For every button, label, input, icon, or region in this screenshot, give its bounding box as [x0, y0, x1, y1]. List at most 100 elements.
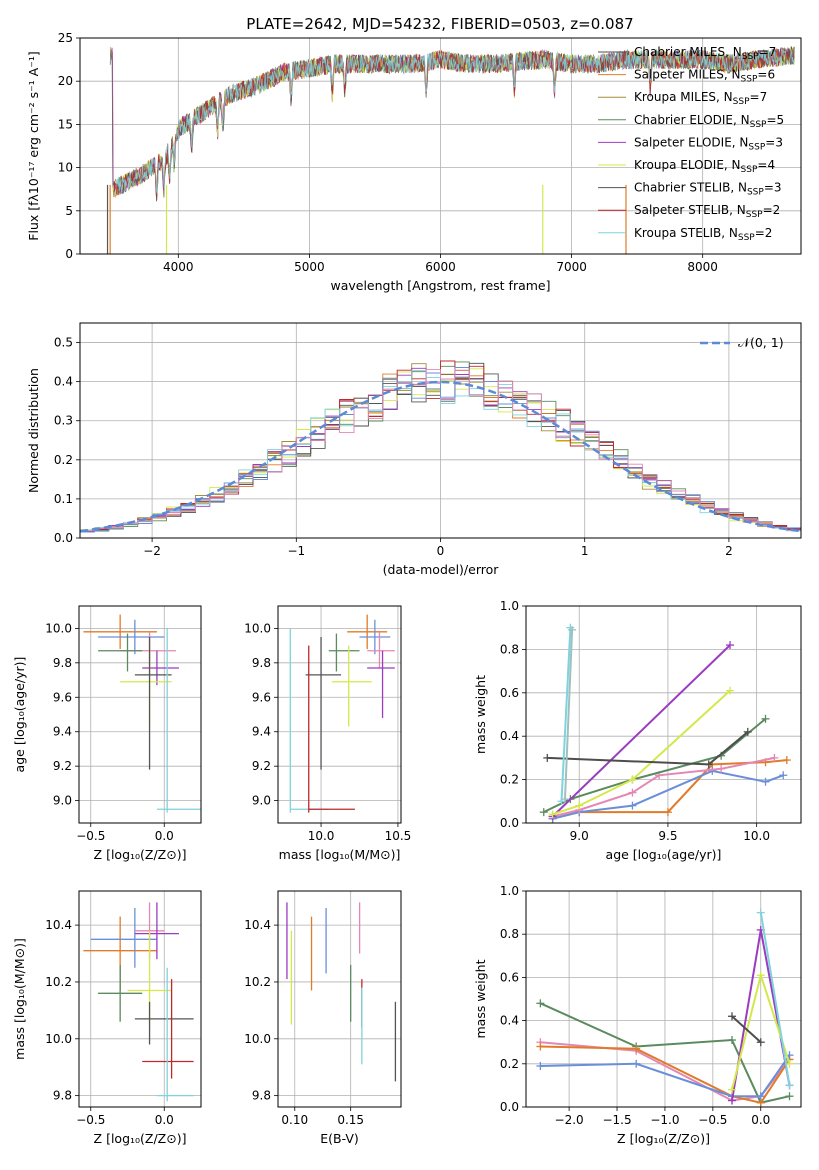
- y-axis-label: age [log₁₀(age/yr)]: [12, 657, 27, 773]
- y-tick-label: 10: [58, 161, 73, 175]
- legend-suffix: =3: [765, 135, 783, 149]
- y-tick-label: 0.3: [54, 414, 73, 428]
- legend-name: Chabrier STELIB, N: [634, 181, 747, 195]
- y-tick-label: 9.6: [53, 690, 72, 704]
- y-tick-label: 9.0: [53, 794, 72, 808]
- figure-title: PLATE=2642, MJD=54232, FIBERID=0503, z=0…: [246, 15, 633, 33]
- x-tick-label: 0.0: [155, 1113, 174, 1127]
- y-tick-label: 0.4: [54, 375, 73, 389]
- y-tick-label: 0.8: [500, 927, 519, 941]
- axes-frame: [277, 605, 402, 824]
- legend-subscript: SSP: [742, 52, 759, 62]
- y-tick-label: 9.4: [53, 725, 72, 739]
- legend-subscript: SSP: [747, 188, 764, 198]
- errorbar-plot-area: [289, 614, 395, 813]
- x-tick-label: −2: [143, 544, 161, 558]
- y-tick-label: 0.6: [500, 970, 519, 984]
- mass-vs-metallicity-panel: −0.5 0.0 9.8 10.0 10.2 10.4 Z [log₁₀(Z/Z⊙)] mas…: [12, 890, 202, 1146]
- mass-vs-extinction-panel: 0.10 0.15 9.8 10.0 10.2 10.4 E(B-V): [244, 890, 402, 1146]
- weight-line: [552, 689, 731, 816]
- y-tick-label: 0.1: [54, 492, 73, 506]
- y-tick-label: 0.4: [500, 729, 519, 743]
- legend-label: 𝒩(0, 1): [738, 335, 784, 350]
- y-tick-label: 9.2: [252, 759, 271, 773]
- x-tick-label: −0.5: [76, 1113, 105, 1127]
- x-tick-label: 0: [437, 544, 445, 558]
- axes-frame: [79, 322, 802, 539]
- legend-suffix: =7: [759, 45, 777, 59]
- legend-name: Kroupa STELIB, N: [634, 226, 738, 240]
- axes-frame: [525, 605, 802, 824]
- x-tick-label: 4000: [163, 260, 194, 274]
- legend-subscript: SSP: [733, 97, 750, 107]
- y-tick-label: 0.4: [500, 1014, 519, 1028]
- residual-plot-area: [80, 360, 801, 535]
- x-tick-label: 8000: [687, 260, 718, 274]
- y-tick-label: 0.2: [500, 773, 519, 787]
- x-axis-label: (data-model)/error: [383, 562, 500, 577]
- legend-label: Chabrier MILES, NSSP=7: [634, 45, 776, 62]
- y-tick-label: 9.8: [53, 656, 72, 670]
- legend-name: Salpeter ELODIE, N: [634, 135, 748, 149]
- y-tick-label: 0.8: [500, 642, 519, 656]
- legend-subscript: SSP: [738, 233, 755, 243]
- y-tick-label: 20: [58, 74, 73, 88]
- age-vs-mass-panel: 10.0 10.5 9.0 9.2 9.4 9.6 9.8 10.0 mass [log₁₀(M…: [244, 605, 411, 862]
- y-tick-label: 0.5: [54, 336, 73, 350]
- weight-line: [560, 627, 572, 802]
- weight-line: [552, 769, 784, 820]
- legend-subscript: SSP: [750, 120, 767, 130]
- y-tick-label: 0.6: [500, 686, 519, 700]
- y-tick-label: 9.8: [252, 1089, 271, 1103]
- y-tick-label: 10.4: [45, 918, 72, 932]
- legend-name: Kroupa MILES, N: [634, 90, 733, 104]
- x-tick-label: −1: [287, 544, 305, 558]
- weight-line: [552, 756, 775, 818]
- x-axis-label: E(B-V): [320, 1131, 359, 1146]
- y-tick-label: 9.2: [53, 759, 72, 773]
- x-axis-label: Z [log₁₀(Z/Z⊙)]: [94, 1131, 187, 1146]
- weight-line: [731, 1015, 762, 1043]
- legend-suffix: =3: [764, 181, 782, 195]
- axes-frame: [277, 890, 402, 1108]
- axes-frame: [78, 605, 202, 824]
- x-tick-label: 9.0: [570, 829, 589, 843]
- y-tick-label: 0: [65, 247, 73, 261]
- spectrum-plot-area: [106, 46, 795, 254]
- legend-subscript: SSP: [748, 142, 765, 152]
- x-tick-label: 6000: [425, 260, 456, 274]
- spectrum-line: [113, 48, 795, 196]
- x-tick-label: 2: [725, 544, 733, 558]
- weight-plot-area: [536, 908, 794, 1107]
- weight-line: [759, 912, 791, 1086]
- y-axis-label: mass [log₁₀(M/M⊙)]: [12, 938, 27, 1060]
- y-axis-label: mass weight: [473, 959, 488, 1038]
- errorbar-plot-area: [83, 614, 201, 813]
- errorbar-plot-area: [286, 902, 397, 1082]
- legend-name: Kroupa ELODIE, N: [634, 158, 741, 172]
- age-vs-metallicity-panel: −0.5 0.0 9.0 9.2 9.4 9.6 9.8 10.0 Z [log₁₀(Z/Z⊙)…: [12, 605, 202, 862]
- weight-vs-metallicity-panel: −2.0 −1.5 −1.0 −0.5 0.0 0.0 0.2 0.4 0.6 0.8 1.0 Z […: [473, 884, 802, 1146]
- x-axis-label: age [log₁₀(age/yr)]: [606, 847, 722, 862]
- x-axis-label: mass [log₁₀(M/M⊙)]: [279, 847, 401, 862]
- y-tick-label: 9.6: [252, 690, 271, 704]
- x-axis-label: wavelength [Angstrom, rest frame]: [330, 278, 550, 293]
- y-tick-label: 25: [58, 31, 73, 45]
- weight-vs-age-panel: 9.0 9.5 10.0 0.0 0.2 0.4 0.6 0.8 1.0 age [log₁₀(a…: [473, 599, 802, 862]
- legend-subscript: SSP: [741, 165, 758, 175]
- y-tick-label: 1.0: [500, 599, 519, 613]
- axes-frame: [78, 890, 202, 1108]
- axes-frame: [525, 890, 802, 1108]
- y-axis-label: Flux [fλ10⁻¹⁷ erg cm⁻² s⁻¹ A⁻¹]: [26, 51, 41, 240]
- legend-suffix: =5: [766, 113, 784, 127]
- x-tick-label: 0.0: [751, 1113, 770, 1127]
- legend-name: Chabrier ELODIE, N: [634, 113, 750, 127]
- y-tick-label: 9.0: [252, 794, 271, 808]
- y-tick-label: 10.0: [244, 621, 271, 635]
- x-tick-label: −1.0: [650, 1113, 679, 1127]
- y-tick-label: 0.2: [500, 1057, 519, 1071]
- legend-label: Chabrier ELODIE, NSSP=5: [634, 113, 784, 130]
- x-tick-label: 10.0: [743, 829, 770, 843]
- residual-distribution-panel: −2 −1 0 1 2 0.0 0.1 0.2 0.3 0.4 0.5 (data-model)/er…: [26, 322, 802, 577]
